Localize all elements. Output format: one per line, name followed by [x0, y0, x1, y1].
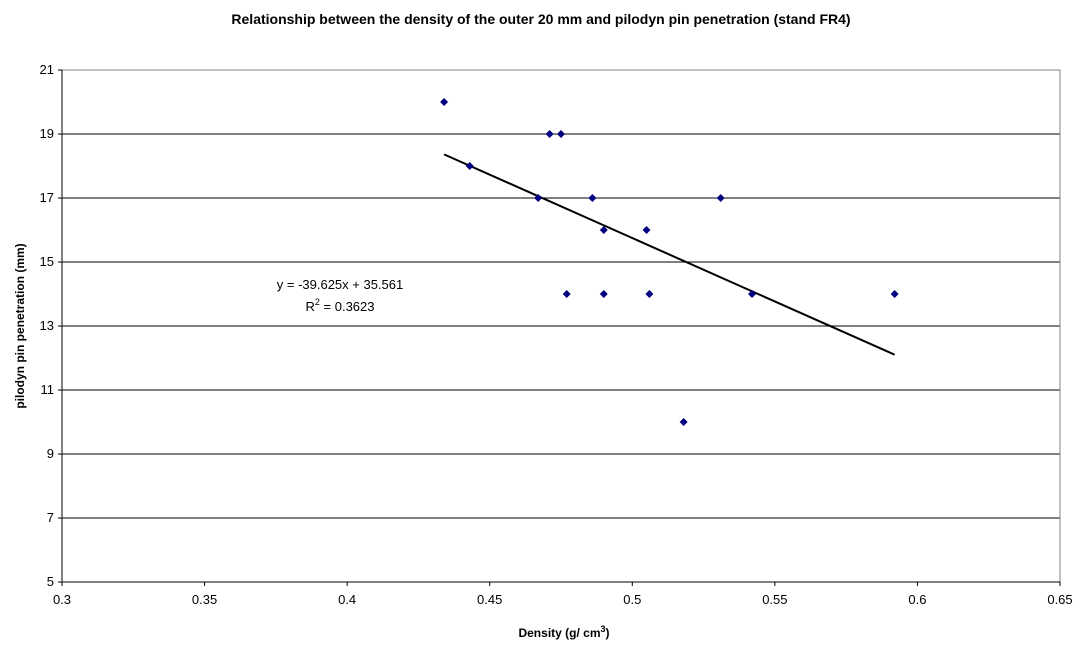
y-tick-label: 15 [40, 254, 54, 269]
trendline-group [443, 153, 896, 356]
x-axis-label-end: ) [606, 626, 610, 640]
x-axis-label: Density (g/ cm3) [518, 624, 609, 640]
data-point [890, 290, 899, 298]
r-squared-prefix: R [306, 299, 315, 314]
r-squared-label: R2 = 0.3623 [306, 297, 375, 314]
data-points [440, 98, 899, 426]
data-point [599, 290, 608, 298]
y-axis-label: pilodyn pin penetration (mm) [13, 243, 27, 408]
data-point [748, 290, 757, 298]
data-point [562, 290, 571, 298]
y-tick-label: 13 [40, 318, 54, 333]
y-tick-label: 19 [40, 126, 54, 141]
y-tick-label: 9 [47, 446, 54, 461]
trendline [443, 153, 896, 356]
x-tick-label: 0.5 [623, 592, 641, 607]
x-tick-label: 0.35 [192, 592, 217, 607]
data-point [465, 162, 474, 170]
y-tick-label: 7 [47, 510, 54, 525]
gridlines [62, 69, 1060, 519]
r-squared-superscript: 2 [315, 297, 320, 307]
data-point [642, 226, 651, 234]
data-point [557, 130, 565, 138]
x-axis-label-main: Density (g/ cm [518, 626, 600, 640]
data-point [440, 98, 449, 106]
x-tick-label: 0.4 [338, 592, 356, 607]
trendline-equation: y = -39.625x + 35.561 [277, 277, 403, 292]
y-axis-ticks: 5 7 9 11 13 15 17 19 21 [40, 62, 62, 589]
r-squared-value: = 0.3623 [320, 299, 375, 314]
data-point [588, 194, 597, 202]
data-point [534, 194, 543, 202]
data-point [716, 194, 725, 202]
x-tick-label: 0.45 [477, 592, 502, 607]
x-tick-label: 0.65 [1047, 592, 1072, 607]
data-point [679, 418, 688, 426]
y-tick-label: 11 [41, 382, 55, 397]
x-tick-label: 0.3 [53, 592, 71, 607]
data-point [599, 226, 608, 234]
y-tick-label: 21 [40, 62, 54, 77]
chart-title: Relationship between the density of the … [231, 11, 850, 27]
y-tick-label: 5 [47, 574, 54, 589]
x-tick-label: 0.55 [762, 592, 787, 607]
data-point [545, 130, 554, 138]
x-tick-label: 0.6 [908, 592, 926, 607]
x-axis-label-superscript: 3 [601, 624, 606, 634]
x-axis-ticks: 0.3 0.35 0.4 0.45 0.5 0.55 0.6 0.65 [53, 582, 1073, 607]
data-point [645, 290, 654, 298]
y-tick-label: 17 [40, 190, 54, 205]
